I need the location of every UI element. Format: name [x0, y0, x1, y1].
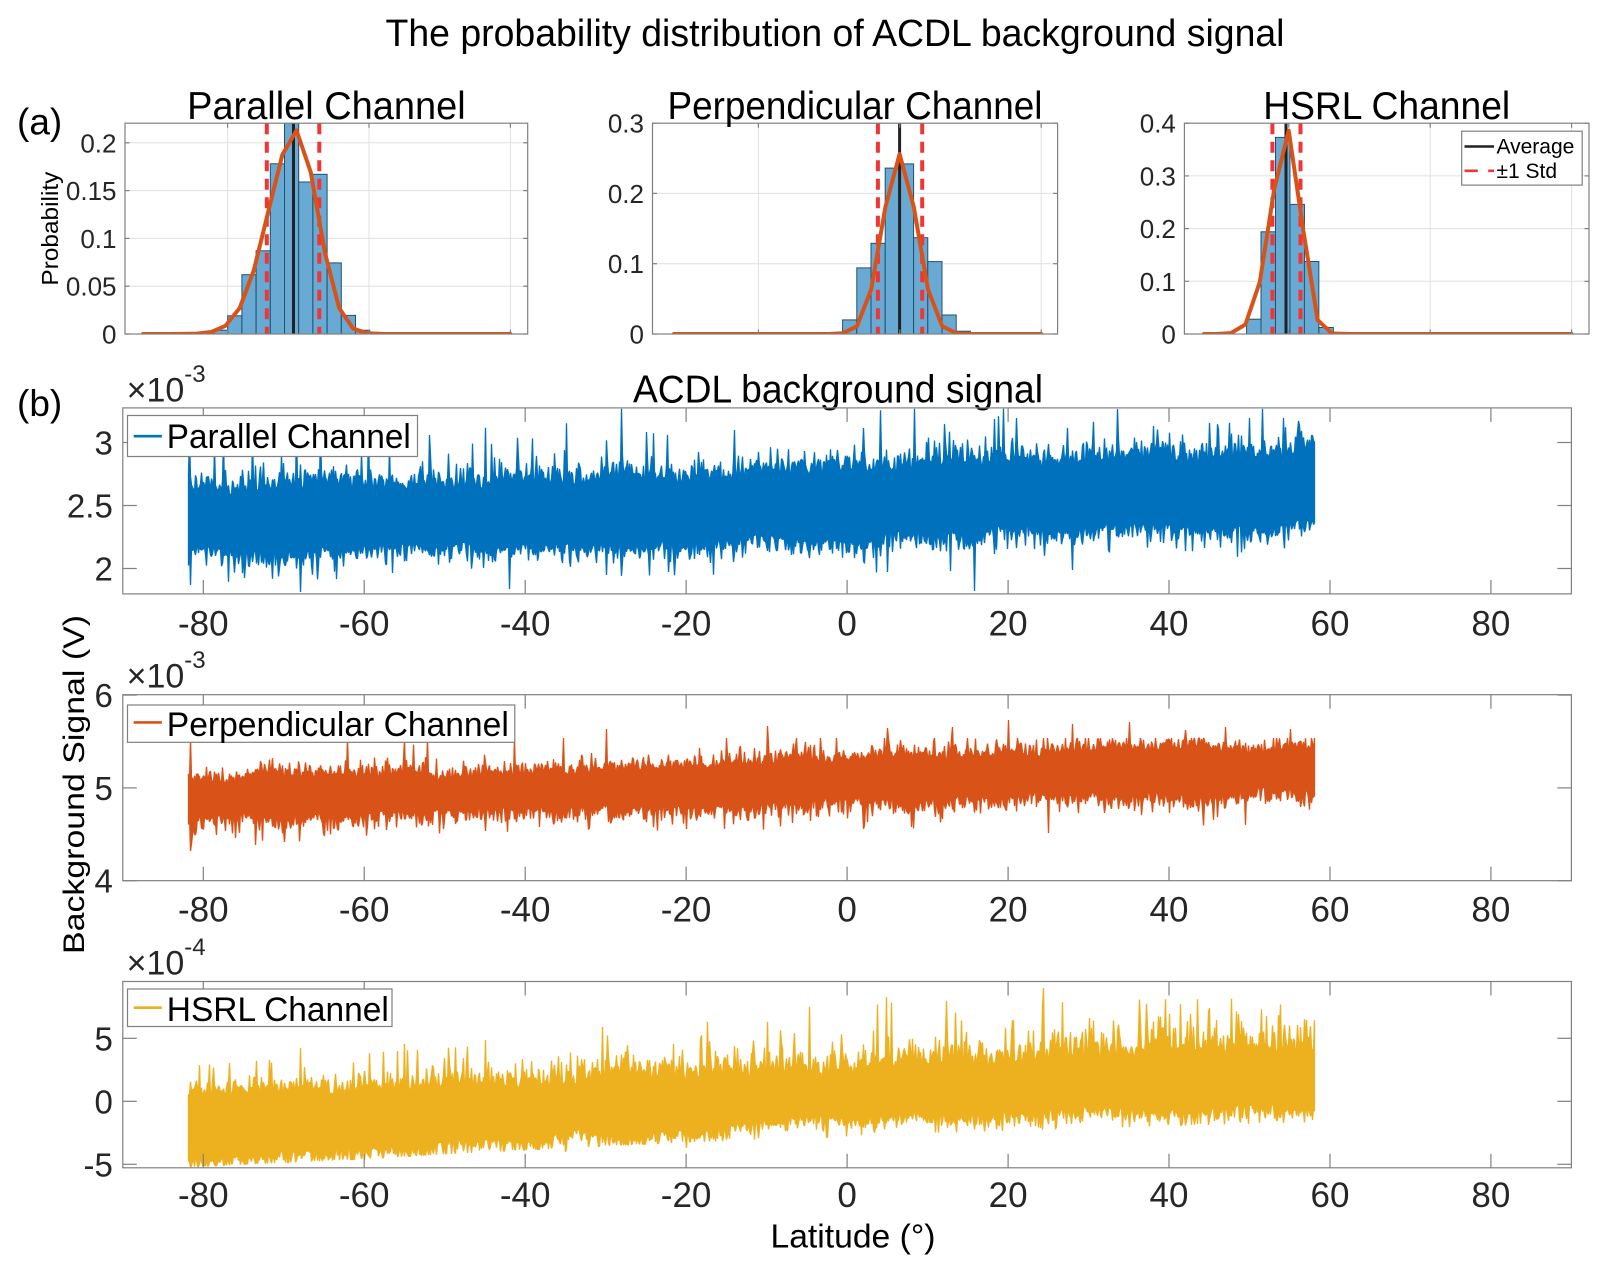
svg-text:Average: Average [1497, 136, 1575, 159]
svg-text:5: 5 [94, 1020, 112, 1057]
svg-text:0.2: 0.2 [608, 179, 644, 209]
svg-text:The probability distribution o: The probability distribution of ACDL bac… [386, 13, 1285, 55]
svg-text:40: 40 [1150, 604, 1189, 643]
svg-text:0.05: 0.05 [66, 272, 117, 302]
svg-text:Background Signal (V): Background Signal (V) [58, 615, 91, 954]
svg-text:±1 Std: ±1 Std [1497, 160, 1558, 183]
svg-text:0: 0 [1161, 320, 1175, 350]
svg-text:Parallel Channel: Parallel Channel [187, 85, 466, 128]
svg-text:0.1: 0.1 [608, 249, 644, 279]
svg-text:60: 60 [1311, 890, 1350, 929]
svg-text:20: 20 [989, 604, 1028, 643]
svg-text:-60: -60 [339, 1176, 390, 1215]
svg-text:0.2: 0.2 [80, 128, 116, 158]
svg-text:-60: -60 [339, 890, 390, 929]
svg-text:2: 2 [94, 551, 112, 588]
svg-text:-20: -20 [661, 890, 712, 929]
svg-text:-40: -40 [500, 1176, 551, 1215]
svg-text:20: 20 [989, 890, 1028, 929]
svg-text:80: 80 [1471, 604, 1510, 643]
svg-text:Probability: Probability [37, 171, 63, 286]
svg-text:Perpendicular Channel: Perpendicular Channel [167, 706, 509, 744]
svg-text:60: 60 [1311, 1176, 1350, 1215]
svg-text:-80: -80 [178, 604, 229, 643]
svg-text:0: 0 [837, 604, 856, 643]
svg-text:0.1: 0.1 [80, 224, 116, 254]
svg-text:80: 80 [1471, 890, 1510, 929]
svg-text:60: 60 [1311, 604, 1350, 643]
svg-text:Latitude (°): Latitude (°) [771, 1218, 936, 1255]
svg-text:2.5: 2.5 [67, 488, 113, 525]
svg-text:(a): (a) [17, 102, 62, 143]
svg-text:-5: -5 [83, 1146, 112, 1183]
svg-text:4: 4 [94, 863, 112, 900]
svg-text:0: 0 [837, 1176, 856, 1215]
svg-text:0.1: 0.1 [1140, 267, 1176, 297]
svg-text:20: 20 [989, 1176, 1028, 1215]
svg-text:-40: -40 [500, 604, 551, 643]
svg-text:80: 80 [1471, 1176, 1510, 1215]
svg-text:-20: -20 [661, 604, 712, 643]
svg-text:(b): (b) [17, 383, 62, 424]
svg-text:0: 0 [837, 890, 856, 929]
svg-text:-60: -60 [339, 604, 390, 643]
svg-text:ACDL background signal: ACDL background signal [633, 369, 1043, 412]
svg-text:0.2: 0.2 [1140, 214, 1176, 244]
svg-text:40: 40 [1150, 1176, 1189, 1215]
svg-text:HSRL Channel: HSRL Channel [1263, 85, 1510, 128]
svg-text:Parallel Channel: Parallel Channel [167, 418, 411, 456]
svg-text:-80: -80 [178, 1176, 229, 1215]
svg-text:0.3: 0.3 [608, 109, 644, 139]
svg-text:HSRL Channel: HSRL Channel [167, 991, 389, 1029]
svg-text:0.15: 0.15 [66, 176, 117, 206]
svg-text:-20: -20 [661, 1176, 712, 1215]
svg-text:-40: -40 [500, 890, 551, 929]
svg-text:5: 5 [94, 770, 112, 807]
svg-text:0.3: 0.3 [1140, 161, 1176, 191]
svg-text:0: 0 [94, 1083, 112, 1120]
svg-text:3: 3 [94, 425, 112, 462]
svg-text:6: 6 [94, 677, 112, 714]
svg-text:0.4: 0.4 [1140, 109, 1176, 139]
svg-text:0: 0 [630, 320, 644, 350]
svg-text:Perpendicular Channel: Perpendicular Channel [668, 85, 1043, 128]
svg-text:-80: -80 [178, 890, 229, 929]
svg-text:0: 0 [102, 320, 116, 350]
svg-text:40: 40 [1150, 890, 1189, 929]
